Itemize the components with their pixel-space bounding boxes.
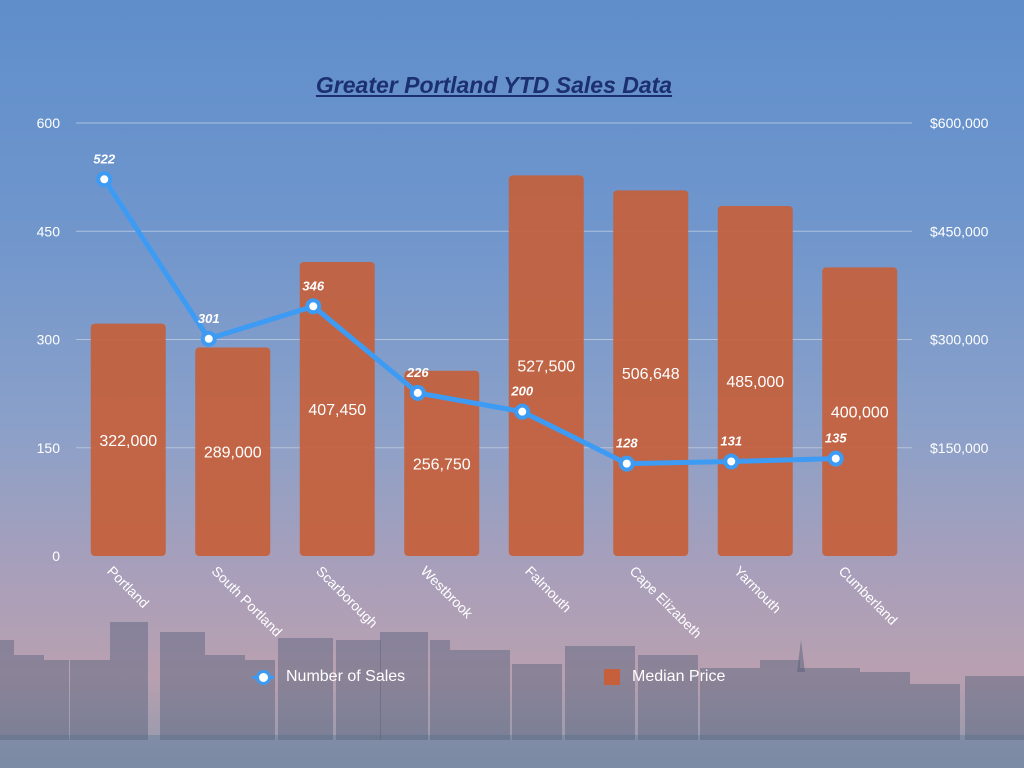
skyline-building-18 (800, 668, 860, 740)
skyline-building-21 (965, 676, 1024, 740)
left-axis: 0 150 300 450 600 (37, 115, 61, 564)
bar-label-0: 322,000 (99, 433, 157, 450)
skyline-building-0 (0, 640, 14, 740)
right-tick-label-450000: $450,000 (930, 223, 989, 239)
category-axis-labels: Portland South Portland Scarborough Westbro… (104, 563, 901, 641)
city-skyline-background (0, 622, 1024, 768)
bar-7 (822, 267, 898, 556)
skyline-building-3 (70, 660, 110, 740)
bar-series-median-price (90, 175, 898, 557)
sales-point-5 (618, 455, 635, 472)
sales-point-7 (827, 450, 844, 467)
skyline-building-13 (512, 664, 562, 740)
left-tick-label-0: 0 (52, 548, 60, 564)
right-tick-label-150000: $150,000 (930, 440, 989, 456)
left-tick-label-150: 150 (37, 440, 61, 456)
water (0, 735, 1024, 768)
category-label-3: Westbrook (418, 563, 477, 622)
skyline-building-19 (860, 672, 910, 740)
right-tick-label-300000: $300,000 (930, 332, 989, 348)
bar-3 (404, 370, 480, 556)
sales-point-4 (514, 403, 531, 420)
skyline-building-9 (336, 640, 381, 740)
left-tick-label-300: 300 (37, 332, 61, 348)
skyline-building-8 (278, 638, 333, 740)
left-tick-label-600: 600 (37, 115, 61, 131)
line-series-number-of-sales (96, 171, 844, 472)
legend-bar-swatch (604, 669, 620, 685)
skyline-building-16 (700, 668, 760, 740)
sales-label-4: 200 (510, 384, 533, 399)
skyline-building-6 (205, 655, 245, 740)
legend-item-number-of-sales: Number of Sales (252, 668, 405, 686)
category-label-7: Cumberland (836, 563, 901, 628)
skyline-spire (797, 640, 805, 672)
bar-4 (508, 175, 584, 556)
bar-label-2: 407,450 (308, 402, 366, 419)
skyline-building-1 (14, 655, 44, 740)
skyline-building-15 (638, 655, 698, 740)
sales-label-5: 128 (616, 436, 638, 451)
bar-0 (90, 323, 166, 556)
legend-item-median-price: Median Price (604, 668, 725, 686)
right-tick-label-600000: $600,000 (930, 115, 989, 131)
sales-label-7: 135 (825, 431, 847, 446)
category-label-2: Scarborough (313, 563, 381, 631)
skyline-building-11 (430, 640, 450, 740)
bar-6 (717, 205, 793, 556)
bar-1 (195, 347, 271, 556)
right-axis: $150,000 $300,000 $450,000 $600,000 (930, 115, 989, 456)
category-label-0: Portland (104, 563, 152, 611)
skyline-building-14 (565, 646, 635, 740)
sales-label-0: 522 (93, 151, 115, 166)
bar-data-labels: 322,000 289,000 407,450 256,750 527,500 506,6… (99, 359, 888, 474)
legend-label-number-of-sales: Number of Sales (286, 668, 406, 685)
sales-point-3 (409, 384, 426, 401)
category-label-5: Cape Elizabeth (627, 563, 705, 641)
skyline-building-4 (110, 622, 148, 740)
bar-label-6: 485,000 (726, 374, 784, 391)
legend-line-swatch (252, 670, 274, 685)
bar-label-7: 400,000 (831, 405, 889, 422)
skyline-building-10 (380, 632, 428, 740)
bar-label-3: 256,750 (413, 456, 471, 473)
sales-label-1: 301 (198, 311, 220, 326)
bar-2 (299, 261, 375, 556)
skyline-building-17 (760, 660, 800, 740)
sales-point-6 (723, 453, 740, 470)
sales-line (102, 177, 836, 467)
sales-label-3: 226 (406, 365, 429, 380)
sales-label-6: 131 (720, 433, 742, 448)
left-tick-label-450: 450 (37, 223, 61, 239)
sales-point-2 (305, 298, 322, 315)
skyline-building-12 (450, 650, 510, 740)
skyline-building-20 (910, 684, 960, 740)
bar-label-1: 289,000 (204, 445, 262, 462)
bar-label-4: 527,500 (517, 359, 575, 376)
chart-title: Greater Portland YTD Sales Data (315, 72, 673, 98)
category-label-6: Yarmouth (731, 563, 785, 617)
sales-label-2: 346 (302, 278, 324, 293)
skyline-building-5 (160, 632, 205, 740)
category-label-4: Falmouth (522, 563, 575, 616)
sales-point-1 (200, 330, 217, 347)
sales-point-0 (96, 171, 113, 188)
bar-label-5: 506,648 (622, 366, 680, 383)
legend-label-median-price: Median Price (632, 668, 726, 685)
skyline-building-2 (44, 660, 69, 740)
category-label-1: South Portland (209, 563, 286, 640)
line-data-labels: 522 301 346 226 200 128 131 135 (93, 151, 847, 450)
